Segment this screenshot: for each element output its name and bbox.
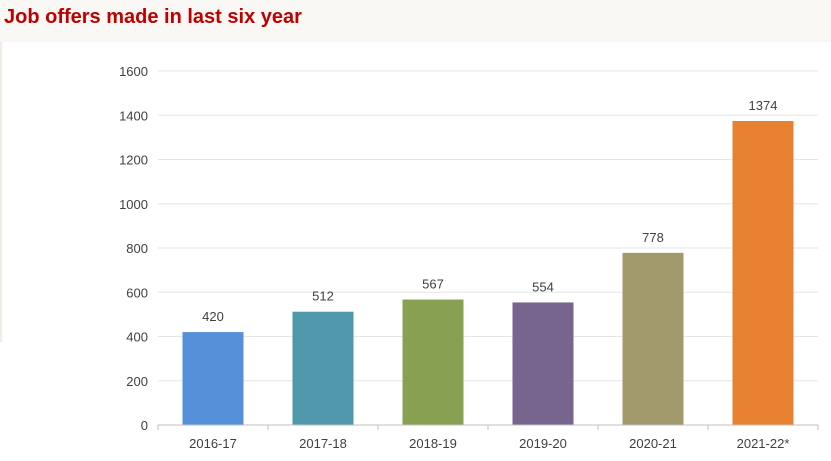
y-tick-label: 1200 <box>119 153 148 168</box>
chart-title: Job offers made in last six year <box>4 6 302 28</box>
data-label-2021-22*: 1374 <box>749 98 778 113</box>
grid-lines <box>158 70 818 382</box>
x-tick-label-2020-21: 2020-21 <box>629 436 677 451</box>
y-tick-label: 1600 <box>119 64 148 79</box>
y-tick-label: 1400 <box>119 108 148 123</box>
x-tick-label-2021-22*: 2021-22* <box>737 436 790 451</box>
x-tick-label-2016-17: 2016-17 <box>189 436 237 451</box>
x-axis-ticks: 2016-17 2017-18 2018-19 2019-20 2020-21 2021-… <box>157 425 819 451</box>
data-label-2017-18: 512 <box>312 289 334 304</box>
data-label-2019-20: 554 <box>532 279 554 294</box>
x-tick-label-2018-19: 2018-19 <box>409 436 457 451</box>
bar-2021-22* <box>732 121 794 425</box>
x-tick-label-2019-20: 2019-20 <box>519 436 567 451</box>
title-bar <box>0 0 831 42</box>
y-axis-ticks: 0 200 400 600 800 1000 1200 1400 1600 <box>119 64 148 433</box>
data-label-2018-19: 567 <box>422 277 444 292</box>
x-tick-label-2017-18: 2017-18 <box>299 436 347 451</box>
y-tick-label: 200 <box>126 374 148 389</box>
bar-2017-18 <box>292 311 354 425</box>
bar-2018-19 <box>402 299 464 425</box>
y-tick-label: 400 <box>126 330 148 345</box>
y-tick-label: 600 <box>126 285 148 300</box>
y-tick-label: 800 <box>126 241 148 256</box>
left-edge-divider <box>0 42 2 342</box>
y-tick-label: 0 <box>141 418 148 433</box>
data-label-2020-21: 778 <box>642 230 664 245</box>
data-labels: 420 512 567 554 778 1374 <box>202 98 777 324</box>
bar-2019-20 <box>512 302 574 425</box>
bar-2016-17 <box>182 332 244 425</box>
data-label-2016-17: 420 <box>202 309 224 324</box>
bars <box>182 121 794 425</box>
y-tick-label: 1000 <box>119 197 148 212</box>
bar-2020-21 <box>622 252 684 425</box>
